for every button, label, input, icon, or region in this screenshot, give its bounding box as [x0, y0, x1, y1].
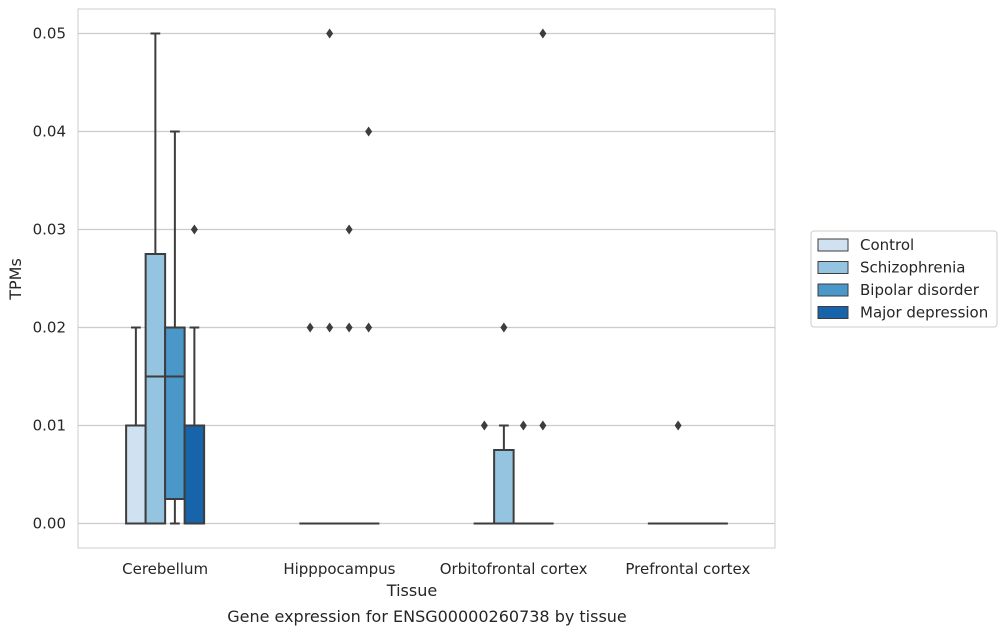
flier-point — [539, 28, 547, 39]
flier-point — [539, 420, 547, 431]
box-0-0 — [125, 326, 147, 525]
legend-swatch — [817, 283, 849, 297]
x-tick-label: Orbitofrontal cortex — [440, 560, 588, 578]
flier-point — [345, 224, 353, 235]
boxes — [125, 28, 728, 525]
flier-point — [500, 322, 508, 333]
legend-frame — [810, 230, 998, 328]
y-tick-label: 0.04 — [33, 123, 66, 141]
chart-caption: Gene expression for ENSG00000260738 by t… — [227, 607, 627, 626]
box-3-0 — [183, 224, 206, 525]
box-body — [183, 424, 206, 525]
plot-frame — [77, 8, 776, 549]
x-tick-labels: Cerebellum Hipppocampus Orbitofrontal cort… — [122, 560, 750, 578]
box-1-2 — [493, 322, 515, 525]
flier-point — [345, 322, 353, 333]
legend-swatch — [817, 238, 849, 252]
flier-point — [190, 224, 198, 235]
x-tick-label: Cerebellum — [122, 560, 208, 578]
legend-swatch — [817, 306, 849, 319]
legend-label: Schizophrenia — [860, 259, 965, 277]
flier-point — [365, 322, 373, 333]
legend-label: Control — [860, 236, 914, 254]
legend-label: Major depression — [860, 304, 988, 322]
box-body — [493, 449, 515, 525]
legend-label: Bipolar disorder — [860, 281, 980, 299]
flier-point — [519, 420, 527, 431]
y-tick-label: 0.05 — [33, 25, 66, 43]
flier-point — [326, 28, 334, 39]
flier-point — [306, 322, 314, 333]
box-3-1 — [357, 126, 380, 525]
box-2-2 — [512, 420, 535, 525]
box-body — [144, 253, 167, 525]
x-axis-title: Tissue — [386, 581, 437, 600]
box-1-3 — [667, 420, 689, 525]
y-tick-label: 0.00 — [33, 515, 66, 533]
legend: Control Schizophrenia Bipolar disorder Majo… — [810, 230, 998, 328]
box-2-1 — [338, 224, 360, 525]
box-3-2 — [532, 28, 554, 525]
x-tick-label: Prefrontal cortex — [625, 560, 750, 578]
x-tick-label: Hipppocampus — [283, 560, 395, 578]
legend-swatch — [817, 261, 849, 274]
box-body — [125, 424, 147, 525]
box-body — [164, 326, 186, 500]
y-tick-label: 0.01 — [33, 417, 66, 435]
box-0-2 — [473, 420, 496, 525]
y-tick-label: 0.03 — [33, 221, 66, 239]
box-1-1 — [318, 28, 341, 525]
flier-point — [674, 420, 682, 431]
flier-point — [326, 322, 334, 333]
y-tick-label: 0.02 — [33, 319, 66, 337]
flier-point — [480, 420, 488, 431]
flier-point — [365, 126, 373, 137]
y-axis-title: TPMs — [6, 258, 25, 301]
box-1-0 — [144, 32, 167, 525]
box-2-0 — [164, 130, 186, 525]
y-tick-labels: 0.00 0.01 0.02 0.03 0.04 0.05 — [33, 25, 66, 533]
box-0-1 — [299, 322, 321, 525]
